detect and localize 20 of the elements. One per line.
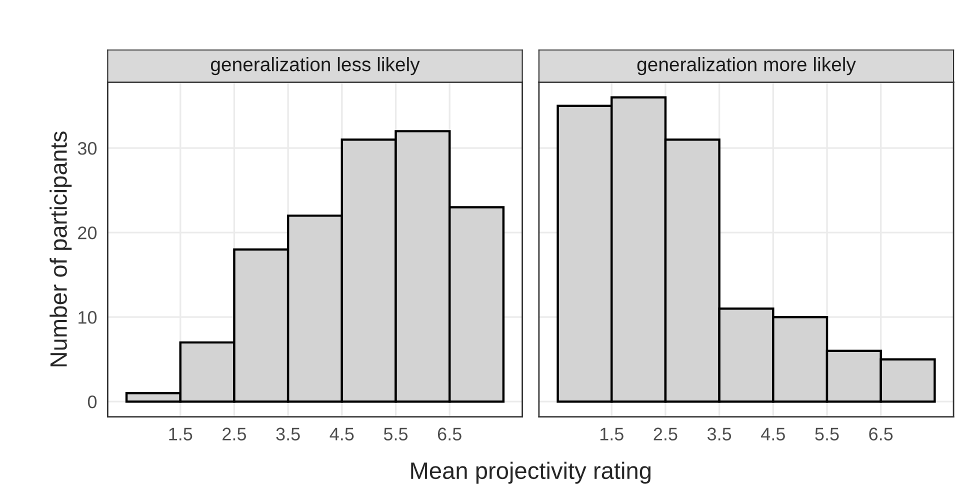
x-tick-label: 3.5 bbox=[276, 428, 300, 440]
y-tick-label: 30 bbox=[78, 142, 97, 155]
x-tick-label: 4.5 bbox=[330, 428, 354, 440]
x-axis-title: Mean projectivity rating bbox=[411, 462, 650, 484]
x-tick-label: 1.5 bbox=[169, 428, 192, 440]
x-tick-label: 2.5 bbox=[654, 428, 678, 440]
chart-title: generalization less likely bbox=[210, 57, 420, 76]
y-axis-title: Number of participants bbox=[50, 132, 72, 366]
y-tick-label: 20 bbox=[78, 226, 97, 240]
x-tick-label: 2.5 bbox=[222, 428, 246, 440]
chart-title: generalization more likely bbox=[637, 57, 856, 76]
x-tick-label: 4.5 bbox=[761, 428, 785, 440]
y-tick-label: 10 bbox=[78, 311, 97, 324]
x-tick-label: 6.5 bbox=[869, 428, 893, 440]
x-tick-label: 5.5 bbox=[384, 428, 408, 440]
x-tick-label: 6.5 bbox=[438, 428, 462, 440]
y-tick-label: 0 bbox=[88, 396, 97, 408]
x-tick-label: 1.5 bbox=[600, 428, 624, 440]
x-tick-label: 5.5 bbox=[815, 428, 839, 440]
x-tick-label: 3.5 bbox=[707, 428, 732, 440]
